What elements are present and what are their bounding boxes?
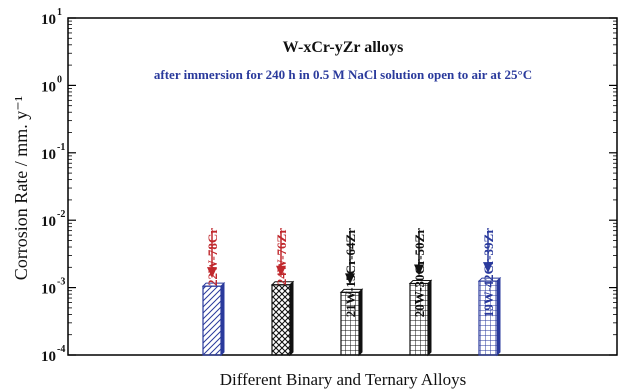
category-label: 24W-76Zr bbox=[274, 228, 289, 286]
bar-19W-42Cr-39Zr bbox=[478, 280, 498, 356]
category-label: 21W-15Cr-64Zr bbox=[343, 228, 358, 318]
y-tick-label: 10 bbox=[41, 349, 56, 365]
category-label: 19W-42Cr-39Zr bbox=[481, 228, 496, 318]
arrow-head bbox=[345, 273, 355, 285]
bar-21W-15Cr-64Zr bbox=[340, 291, 360, 356]
y-tick-label: 10 bbox=[41, 12, 56, 28]
y-tick-exponent: -1 bbox=[57, 142, 65, 153]
category-label: 20W-30Cr-50Zr bbox=[412, 228, 427, 318]
bars: 22W-78Cr 24W-76Zr 21W-15Cr-64Zr 20W-30Cr-50… bbox=[201, 228, 502, 357]
bar-22W-78Cr bbox=[202, 285, 222, 356]
y-tick-label: 10 bbox=[41, 214, 56, 230]
y-tick-exponent: -3 bbox=[57, 277, 65, 288]
bar-20W-30Cr-50Zr bbox=[409, 282, 429, 356]
y-tick-label: 10 bbox=[41, 282, 56, 298]
y-tick-exponent: 0 bbox=[57, 74, 62, 85]
category-label: 22W-78Cr bbox=[205, 228, 220, 286]
chart-subtitle: after immersion for 240 h in 0.5 M NaCl … bbox=[154, 67, 532, 82]
arrow-head bbox=[483, 262, 493, 274]
y-tick-exponent: -2 bbox=[57, 209, 65, 220]
y-axis-label: Corrosion Rate / mm. y⁻¹ bbox=[11, 96, 31, 280]
arrow-head bbox=[207, 267, 217, 279]
x-axis-label: Different Binary and Ternary Alloys bbox=[220, 370, 467, 389]
y-tick-label: 10 bbox=[41, 79, 56, 95]
arrow-head bbox=[414, 264, 424, 276]
y-tick-exponent: 1 bbox=[57, 7, 62, 18]
arrow-head bbox=[276, 265, 286, 277]
y-tick-label: 10 bbox=[41, 147, 56, 163]
chart-title: W-xCr-yZr alloys bbox=[283, 39, 404, 56]
bar-24W-76Zr bbox=[271, 284, 291, 356]
y-tick-exponent: -4 bbox=[57, 344, 65, 355]
